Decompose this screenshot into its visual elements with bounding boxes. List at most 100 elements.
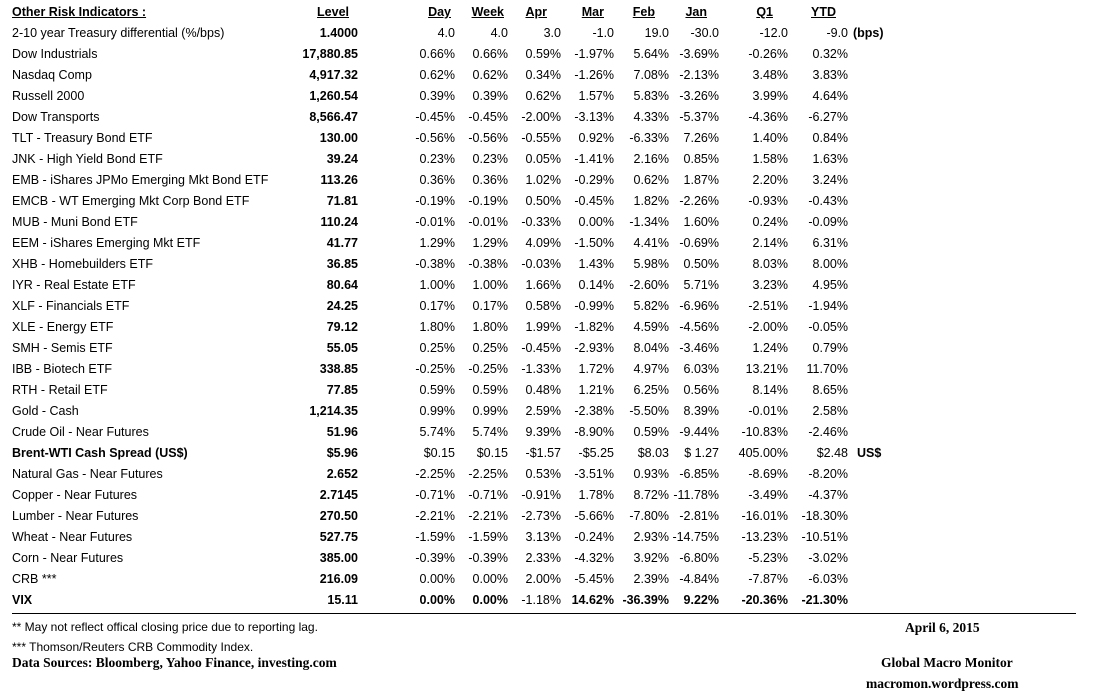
cell-feb: 6.25% [633, 383, 669, 397]
row-label: EMCB - WT Emerging Mkt Corp Bond ETF [12, 194, 250, 208]
row-label: XHB - Homebuilders ETF [12, 257, 154, 271]
cell-week: -0.45% [468, 110, 508, 124]
cell-week: -0.19% [468, 194, 508, 208]
cell-level: 270.50 [319, 509, 358, 523]
cell-apr: -1.33% [521, 362, 561, 376]
cell-feb: -2.60% [629, 278, 669, 292]
cell-feb: 5.98% [633, 257, 669, 271]
cell-ytd: -0.05% [808, 320, 848, 334]
row-label: IYR - Real Estate ETF [12, 278, 136, 292]
cell-mar: -3.13% [574, 110, 614, 124]
cell-q1: -13.23% [741, 530, 788, 544]
cell-jan: -30.0 [690, 26, 720, 40]
cell-week: -1.59% [468, 530, 508, 544]
row-label: Brent-WTI Cash Spread (US$) [12, 446, 188, 460]
cell-mar: 0.92% [578, 131, 614, 145]
row-label: Dow Industrials [12, 47, 98, 61]
cell-day: -1.59% [415, 530, 455, 544]
cell-q1: -2.51% [748, 299, 788, 313]
cell-level: 39.24 [326, 152, 358, 166]
cell-feb: $8.03 [637, 446, 669, 460]
cell-apr: 2.00% [525, 572, 561, 586]
cell-level: 1,214.35 [309, 404, 358, 418]
cell-level: 110.24 [320, 215, 358, 229]
cell-jan: -4.56% [679, 320, 719, 334]
cell-mar: -1.50% [574, 236, 614, 250]
cell-jan: -9.44% [679, 425, 719, 439]
cell-apr: 1.02% [525, 173, 561, 187]
cell-ytd: 0.84% [812, 131, 848, 145]
cell-day: $0.15 [423, 446, 455, 460]
cell-feb: 5.64% [633, 47, 669, 61]
cell-level: 71.81 [326, 194, 358, 208]
cell-day: -0.71% [415, 488, 455, 502]
cell-jan: -6.85% [679, 467, 719, 481]
cell-ytd: 11.70% [806, 362, 848, 376]
cell-level: 80.64 [326, 278, 358, 292]
cell-apr: 2.59% [525, 404, 561, 418]
cell-q1: -0.93% [748, 194, 788, 208]
cell-q1: 1.40% [752, 131, 788, 145]
cell-week: 0.36% [472, 173, 508, 187]
cell-q1: 405.00% [738, 446, 788, 460]
row-label: Gold - Cash [12, 404, 79, 418]
cell-day: 0.00% [419, 593, 455, 607]
cell-jan: 1.60% [683, 215, 719, 229]
cell-q1: -8.69% [748, 467, 788, 481]
cell-mar: -8.90% [574, 425, 614, 439]
cell-mar: -3.51% [574, 467, 614, 481]
cell-jan: 1.87% [683, 173, 719, 187]
cell-mar: -$5.25 [578, 446, 614, 460]
cell-level: $5.96 [326, 446, 358, 460]
cell-q1: 2.20% [752, 173, 788, 187]
row-label: Russell 2000 [12, 89, 85, 103]
cell-day: -0.01% [415, 215, 455, 229]
row-label: Natural Gas - Near Futures [12, 467, 163, 481]
cell-apr: 3.13% [525, 530, 561, 544]
cell-week: -0.39% [468, 551, 508, 565]
cell-day: 5.74% [419, 425, 455, 439]
cell-feb: 4.97% [633, 362, 669, 376]
cell-day: -0.38% [415, 257, 455, 271]
cell-q1: 3.99% [752, 89, 788, 103]
column-header-week: Week [471, 5, 504, 19]
row-label: IBB - Biotech ETF [12, 362, 113, 376]
cell-day: 0.17% [419, 299, 455, 313]
cell-level: 2.7145 [319, 488, 358, 502]
cell-mar: 0.00% [578, 215, 614, 229]
cell-day: 0.23% [419, 152, 455, 166]
cell-ytd: -10.51% [801, 530, 848, 544]
row-label: Crude Oil - Near Futures [12, 425, 149, 439]
cell-mar: -1.26% [574, 68, 614, 82]
cell-mar: 1.72% [578, 362, 614, 376]
divider [12, 613, 1076, 614]
cell-q1: -2.00% [748, 320, 788, 334]
cell-mar: -5.66% [574, 509, 614, 523]
cell-apr: -0.91% [521, 488, 561, 502]
cell-feb: 0.59% [633, 425, 669, 439]
cell-day: -0.19% [415, 194, 455, 208]
cell-level: 17,880.85 [302, 47, 358, 61]
cell-jan: -11.78% [673, 488, 719, 502]
cell-q1: 1.24% [752, 341, 788, 355]
row-unit: (bps) [853, 26, 884, 40]
cell-level: 1,260.54 [309, 89, 358, 103]
cell-week: -0.38% [468, 257, 508, 271]
column-header-ytd: YTD [811, 5, 836, 19]
cell-week: -0.71% [468, 488, 508, 502]
report-date: April 6, 2015 [905, 620, 980, 635]
row-label: Dow Transports [12, 110, 100, 124]
cell-mar: -0.24% [574, 530, 614, 544]
cell-feb: 7.08% [633, 68, 669, 82]
cell-level: 113.26 [320, 173, 358, 187]
cell-ytd: -18.30% [801, 509, 848, 523]
cell-apr: -0.33% [521, 215, 561, 229]
cell-day: 0.00% [419, 572, 455, 586]
column-header-q1: Q1 [756, 5, 773, 19]
cell-apr: 4.09% [525, 236, 561, 250]
cell-ytd: -0.09% [808, 215, 848, 229]
cell-level: 2.652 [326, 467, 358, 481]
cell-apr: -2.00% [521, 110, 561, 124]
cell-ytd: -1.94% [808, 299, 848, 313]
cell-day: 0.36% [419, 173, 455, 187]
